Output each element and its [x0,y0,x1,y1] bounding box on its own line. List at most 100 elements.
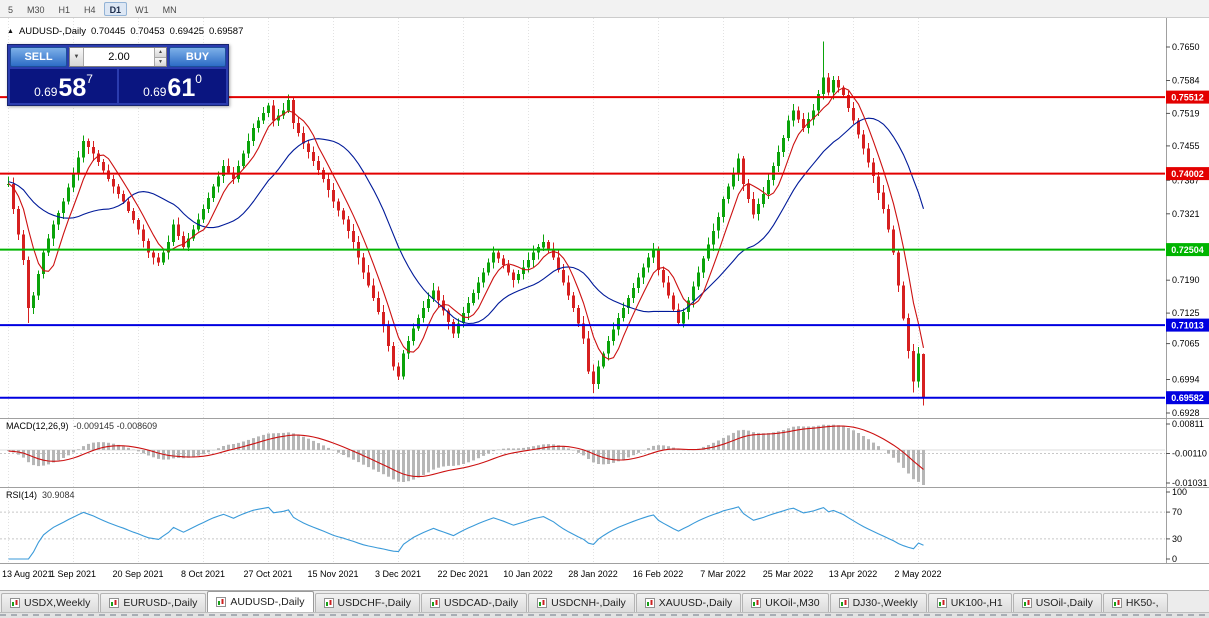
date-label: 20 Sep 2021 [112,569,163,579]
tab-label: USDCAD-,Daily [444,597,519,609]
tab-scrollbar[interactable] [0,612,1209,618]
volume-decrease-icon[interactable]: ▼ [155,56,166,66]
chart-tab-hk50[interactable]: HK50-, [1102,593,1168,612]
date-label: 13 Apr 2022 [829,569,878,579]
svg-text:-0.00110: -0.00110 [1172,449,1207,459]
date-label: 15 Nov 2021 [307,569,358,579]
chart-window[interactable]: 0.7650 0.7584 0.7519 0.7455 0.7387 0.7321 0.71… [0,18,1209,590]
buy-price-point: 0 [195,72,202,86]
chart-tab-ukoil-m30[interactable]: UKOil-,M30 [742,593,829,612]
svg-text:70: 70 [1172,507,1182,517]
svg-text:0.7455: 0.7455 [1172,141,1200,151]
date-label: 28 Jan 2022 [568,569,618,579]
bar-close-value: 0.69587 [209,26,244,37]
chart-tab-usdcnh-daily[interactable]: USDCNH-,Daily [528,593,635,612]
levels-layer[interactable] [0,96,1165,399]
timeframe-toolbar: 5 M30 H1 H4 D1 W1 MN [0,0,1209,18]
chart-tab-eurusd-daily[interactable]: EURUSD-,Daily [100,593,207,612]
svg-text:0.74002: 0.74002 [1171,169,1204,179]
chart-tab-usdchf-daily[interactable]: USDCHF-,Daily [314,593,421,612]
macd-indicator-label: MACD(12,26,9) -0.009145 -0.008609 [6,421,157,431]
chart-tab-usoil-daily[interactable]: USOil-,Daily [1012,593,1102,612]
tab-label: AUDUSD-,Daily [230,596,305,608]
chart-tab-usdcad-daily[interactable]: USDCAD-,Daily [421,593,528,612]
sell-price-point: 7 [86,72,93,86]
price-axis[interactable]: 0.7650 0.7584 0.7519 0.7455 0.7387 0.7321 0.71… [1166,42,1208,564]
bar-open-value: 0.70445 [90,26,126,37]
date-label: 1 Sep 2021 [50,569,96,579]
volume-input[interactable]: 2.00 [108,51,130,63]
svg-text:0.7125: 0.7125 [1172,308,1200,318]
chart-tab-uk100-h1[interactable]: UK100-,H1 [927,593,1012,612]
date-label: 16 Feb 2022 [633,569,684,579]
price-badges: 0.75512 0.74002 0.72504 0.71013 0.69582 [1166,90,1209,405]
period-button-d1[interactable]: D1 [103,1,128,16]
date-label: 10 Jan 2022 [503,569,553,579]
bar-high-value: 0.70453 [130,26,165,37]
svg-text:0.6928: 0.6928 [1172,408,1200,418]
svg-text:0: 0 [1172,554,1177,564]
volume-increase-icon[interactable]: ▲ [155,48,166,57]
volume-dropdown-icon[interactable]: ▼ [70,48,84,66]
one-click-trading-panel: SELL ▼ 2.00 ▲ ▼ BUY 0.69 58 7 0.69 61 0 [7,44,229,106]
svg-text:0.7065: 0.7065 [1172,339,1200,349]
chart-icon [1021,598,1032,608]
chart-icon [1111,598,1122,608]
svg-text:0.6994: 0.6994 [1172,375,1200,385]
chart-tab-usdx-weekly[interactable]: USDX,Weekly [1,593,100,612]
svg-text:0.00811: 0.00811 [1172,419,1204,429]
buy-price-pips: 61 [167,74,196,102]
candles-layer [7,41,925,406]
date-label: 7 Mar 2022 [700,569,746,579]
svg-text:0.7519: 0.7519 [1172,108,1200,118]
buy-price-prefix: 0.69 [143,85,167,99]
audusd-daily-chart[interactable]: 0.7650 0.7584 0.7519 0.7455 0.7387 0.7321 0.71… [0,18,1209,590]
date-label: 27 Oct 2021 [243,569,292,579]
chart-icon [838,598,849,608]
chart-icon [216,597,227,607]
chart-icon [109,598,120,608]
sell-price-display[interactable]: 0.69 58 7 [10,69,117,103]
tab-label: XAUUSD-,Daily [658,597,733,609]
period-button-mn[interactable]: MN [162,4,177,15]
chart-icon [751,598,762,608]
buy-button[interactable]: BUY [169,47,226,67]
period-button-5[interactable]: 5 [8,4,14,15]
chart-icon [323,598,334,608]
svg-text:0.71013: 0.71013 [1171,321,1204,331]
chart-icon [430,598,441,608]
period-button-h4[interactable]: H4 [84,4,96,15]
svg-text:0.72504: 0.72504 [1171,245,1204,255]
svg-text:0.7321: 0.7321 [1172,209,1200,219]
chart-icon [644,598,655,608]
sell-button[interactable]: SELL [10,47,67,67]
chart-icon [537,598,548,608]
one-click-panel-toggle-icon[interactable]: ▲ [7,28,14,35]
period-button-h1[interactable]: H1 [58,4,71,15]
chart-tab-audusd-daily[interactable]: AUDUSD-,Daily [207,591,314,612]
date-label: 13 Aug 2021 [2,569,53,579]
macd-pane [0,424,1165,485]
chart-tab-dj30-weekly[interactable]: DJ30-,Weekly [829,593,927,612]
tab-label: UKOil-,M30 [765,597,820,609]
buy-price-display[interactable]: 0.69 61 0 [119,69,226,103]
period-button-w1[interactable]: W1 [135,4,149,15]
tab-label: USOil-,Daily [1035,597,1093,609]
svg-text:-0.01031: -0.01031 [1172,478,1208,488]
tab-label: EURUSD-,Daily [123,597,198,609]
tab-label: UK100-,H1 [950,597,1003,609]
sell-price-pips: 58 [58,74,87,102]
svg-text:30: 30 [1172,534,1182,544]
svg-text:0.69582: 0.69582 [1171,393,1204,403]
fast-ma-line [8,87,925,360]
period-button-m30[interactable]: M30 [27,4,45,15]
rsi-line [8,506,924,560]
rsi-value: 30.9084 [42,490,75,500]
chart-title: ▲ AUDUSD-,Daily 0.70445 0.70453 0.69425 … [7,26,243,37]
bar-low-value: 0.69425 [169,26,205,37]
date-label: 3 Dec 2021 [375,569,421,579]
svg-text:0.75512: 0.75512 [1171,93,1204,103]
chart-tab-xauusd-daily[interactable]: XAUUSD-,Daily [635,593,742,612]
date-label: 22 Dec 2021 [437,569,488,579]
